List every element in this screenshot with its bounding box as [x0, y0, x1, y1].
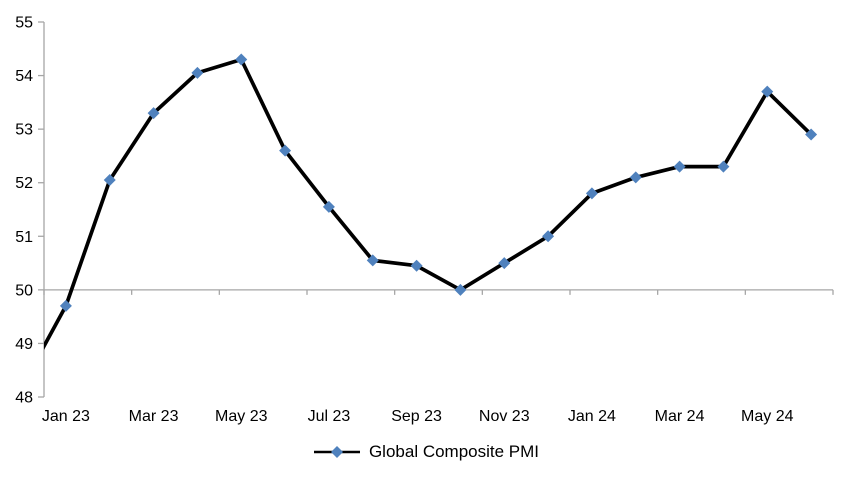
x-tick-label: Mar 23 [129, 408, 179, 425]
data-point-marker [542, 230, 555, 243]
series-line [44, 57, 813, 350]
x-tick-label: Nov 23 [479, 408, 530, 425]
data-point-marker [279, 144, 292, 157]
legend-label: Global Composite PMI [368, 442, 540, 461]
data-point-marker [673, 160, 686, 173]
data-point-marker [147, 107, 160, 120]
data-point-marker [59, 299, 72, 312]
legend-line-diamond-icon [313, 446, 360, 458]
chart-plot-area: 48 49 50 51 52 53 54 55 Jan 23 Mar 23 May 23 Jul 23… [15, 15, 834, 425]
data-point-marker [191, 66, 204, 79]
data-point-marker [322, 200, 335, 213]
y-tick-label: 48 [15, 390, 33, 407]
y-tick-label: 54 [15, 68, 33, 85]
x-tick-label: Jul 23 [308, 408, 351, 425]
data-point-marker [717, 160, 730, 173]
data-point-marker [366, 254, 379, 267]
data-point-marker [235, 53, 248, 66]
data-point-marker [498, 257, 511, 270]
y-tick-label: 50 [15, 282, 33, 299]
data-point-marker [805, 128, 818, 141]
y-tick-label: 52 [15, 175, 33, 192]
data-point-marker [454, 283, 467, 296]
y-tick-label: 55 [15, 15, 33, 32]
y-tick-label: 49 [15, 336, 33, 353]
x-tick-label: May 23 [215, 408, 268, 425]
data-point-marker [629, 171, 642, 184]
x-tick-label: Sep 23 [391, 408, 442, 425]
data-point-marker [103, 174, 116, 187]
x-tick-label: Mar 24 [655, 408, 705, 425]
data-point-marker [761, 85, 774, 98]
x-tick-label: May 24 [741, 408, 794, 425]
y-tick-label: 53 [15, 122, 33, 139]
y-tick-label: 51 [15, 229, 33, 246]
data-point-marker [410, 259, 423, 272]
x-tick-label: Jan 23 [42, 408, 90, 425]
x-tick-label: Jan 24 [568, 408, 616, 425]
chart-legend: Global Composite PMI [0, 440, 852, 464]
data-point-marker [585, 187, 598, 200]
